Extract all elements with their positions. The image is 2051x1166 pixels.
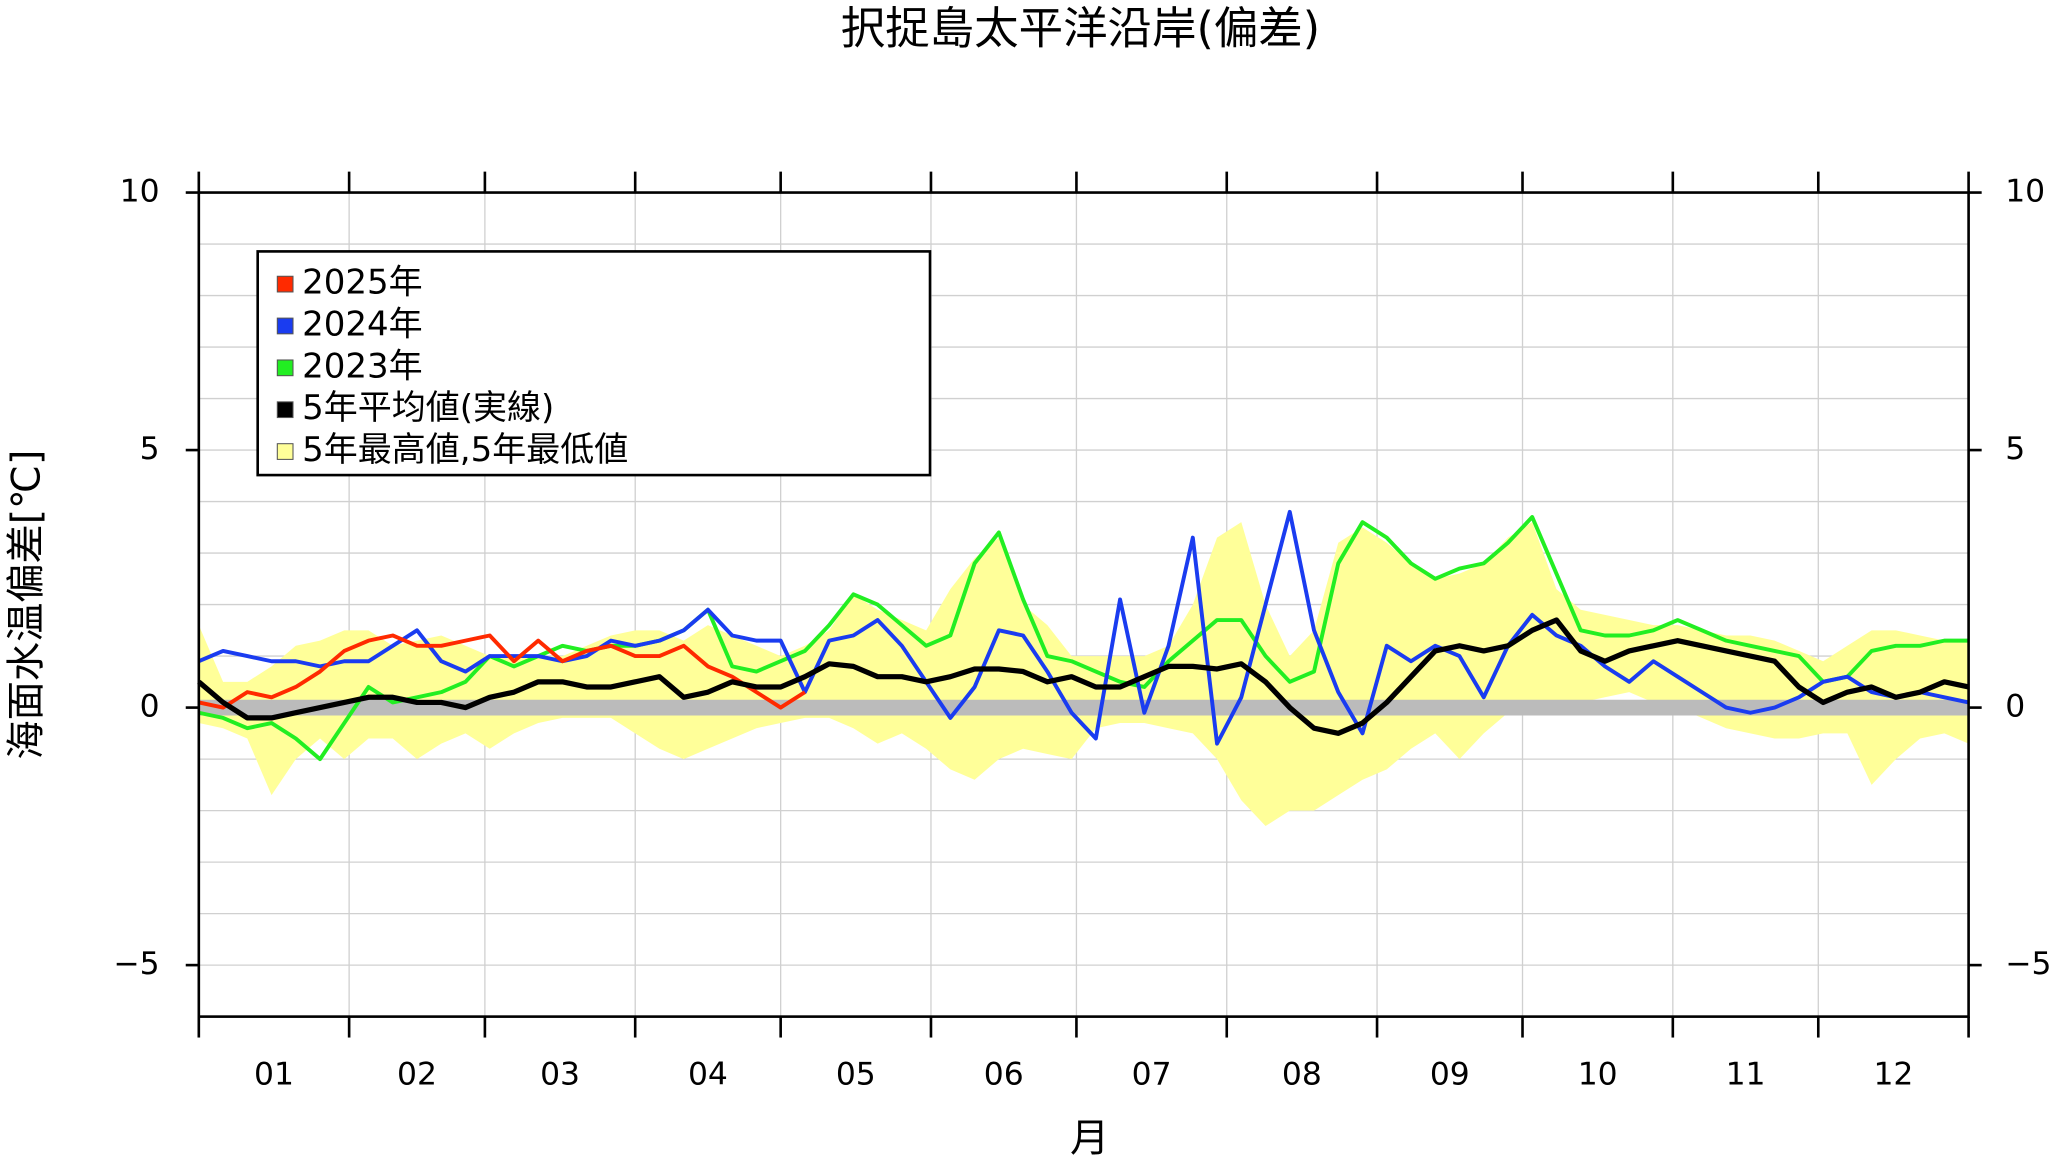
legend-label: 5年最高値,5年最低値 xyxy=(302,430,628,470)
legend-box xyxy=(256,250,932,477)
series-line xyxy=(197,617,1970,736)
y-tick-label-right: 0 xyxy=(2005,689,2025,725)
legend-label: 5年平均値(実線) xyxy=(302,388,554,428)
y-tick-label: 10 xyxy=(120,174,160,210)
plot-frame xyxy=(197,191,1970,1018)
x-tick-label: 11 xyxy=(1726,1056,1766,1092)
legend-swatch xyxy=(276,359,294,377)
x-tick-label: 09 xyxy=(1430,1056,1470,1092)
y-tick-label: −5 xyxy=(113,946,159,982)
y-tick-label-right: 5 xyxy=(2005,431,2025,467)
legend-swatch xyxy=(276,401,294,419)
x-tick-label: 03 xyxy=(540,1056,580,1092)
x-tick-label: 10 xyxy=(1578,1056,1618,1092)
y-axis-label: 海面水温偏差[℃] xyxy=(4,450,49,760)
series-line xyxy=(198,509,1970,746)
x-tick-label: 04 xyxy=(688,1056,728,1092)
legend-swatch xyxy=(276,443,294,460)
chart-title: 択捉島太平洋沿岸(偏差) xyxy=(841,4,1320,55)
series-line xyxy=(198,633,806,710)
y-tick-label: 5 xyxy=(140,431,160,467)
y-tick-label-right: 10 xyxy=(2005,174,2045,210)
x-tick-label: 01 xyxy=(254,1056,294,1092)
x-tick-label: 02 xyxy=(397,1056,437,1092)
x-tick-label: 07 xyxy=(1132,1056,1172,1092)
x-tick-label: 12 xyxy=(1873,1056,1913,1092)
legend-label: 2025年 xyxy=(302,263,423,303)
range-band xyxy=(198,522,1969,827)
y-tick-label: 0 xyxy=(140,689,160,725)
legend-swatch xyxy=(276,275,294,293)
x-tick-label: 08 xyxy=(1282,1056,1322,1092)
legend-label: 2024年 xyxy=(302,304,423,344)
x-tick-label: 06 xyxy=(984,1056,1024,1092)
x-tick-label: 05 xyxy=(836,1056,876,1092)
x-axis-label: 月 xyxy=(1070,1116,1109,1161)
y-tick-label-right: −5 xyxy=(2005,946,2051,982)
legend-swatch xyxy=(276,317,294,335)
legend-label: 2023年 xyxy=(302,346,423,386)
